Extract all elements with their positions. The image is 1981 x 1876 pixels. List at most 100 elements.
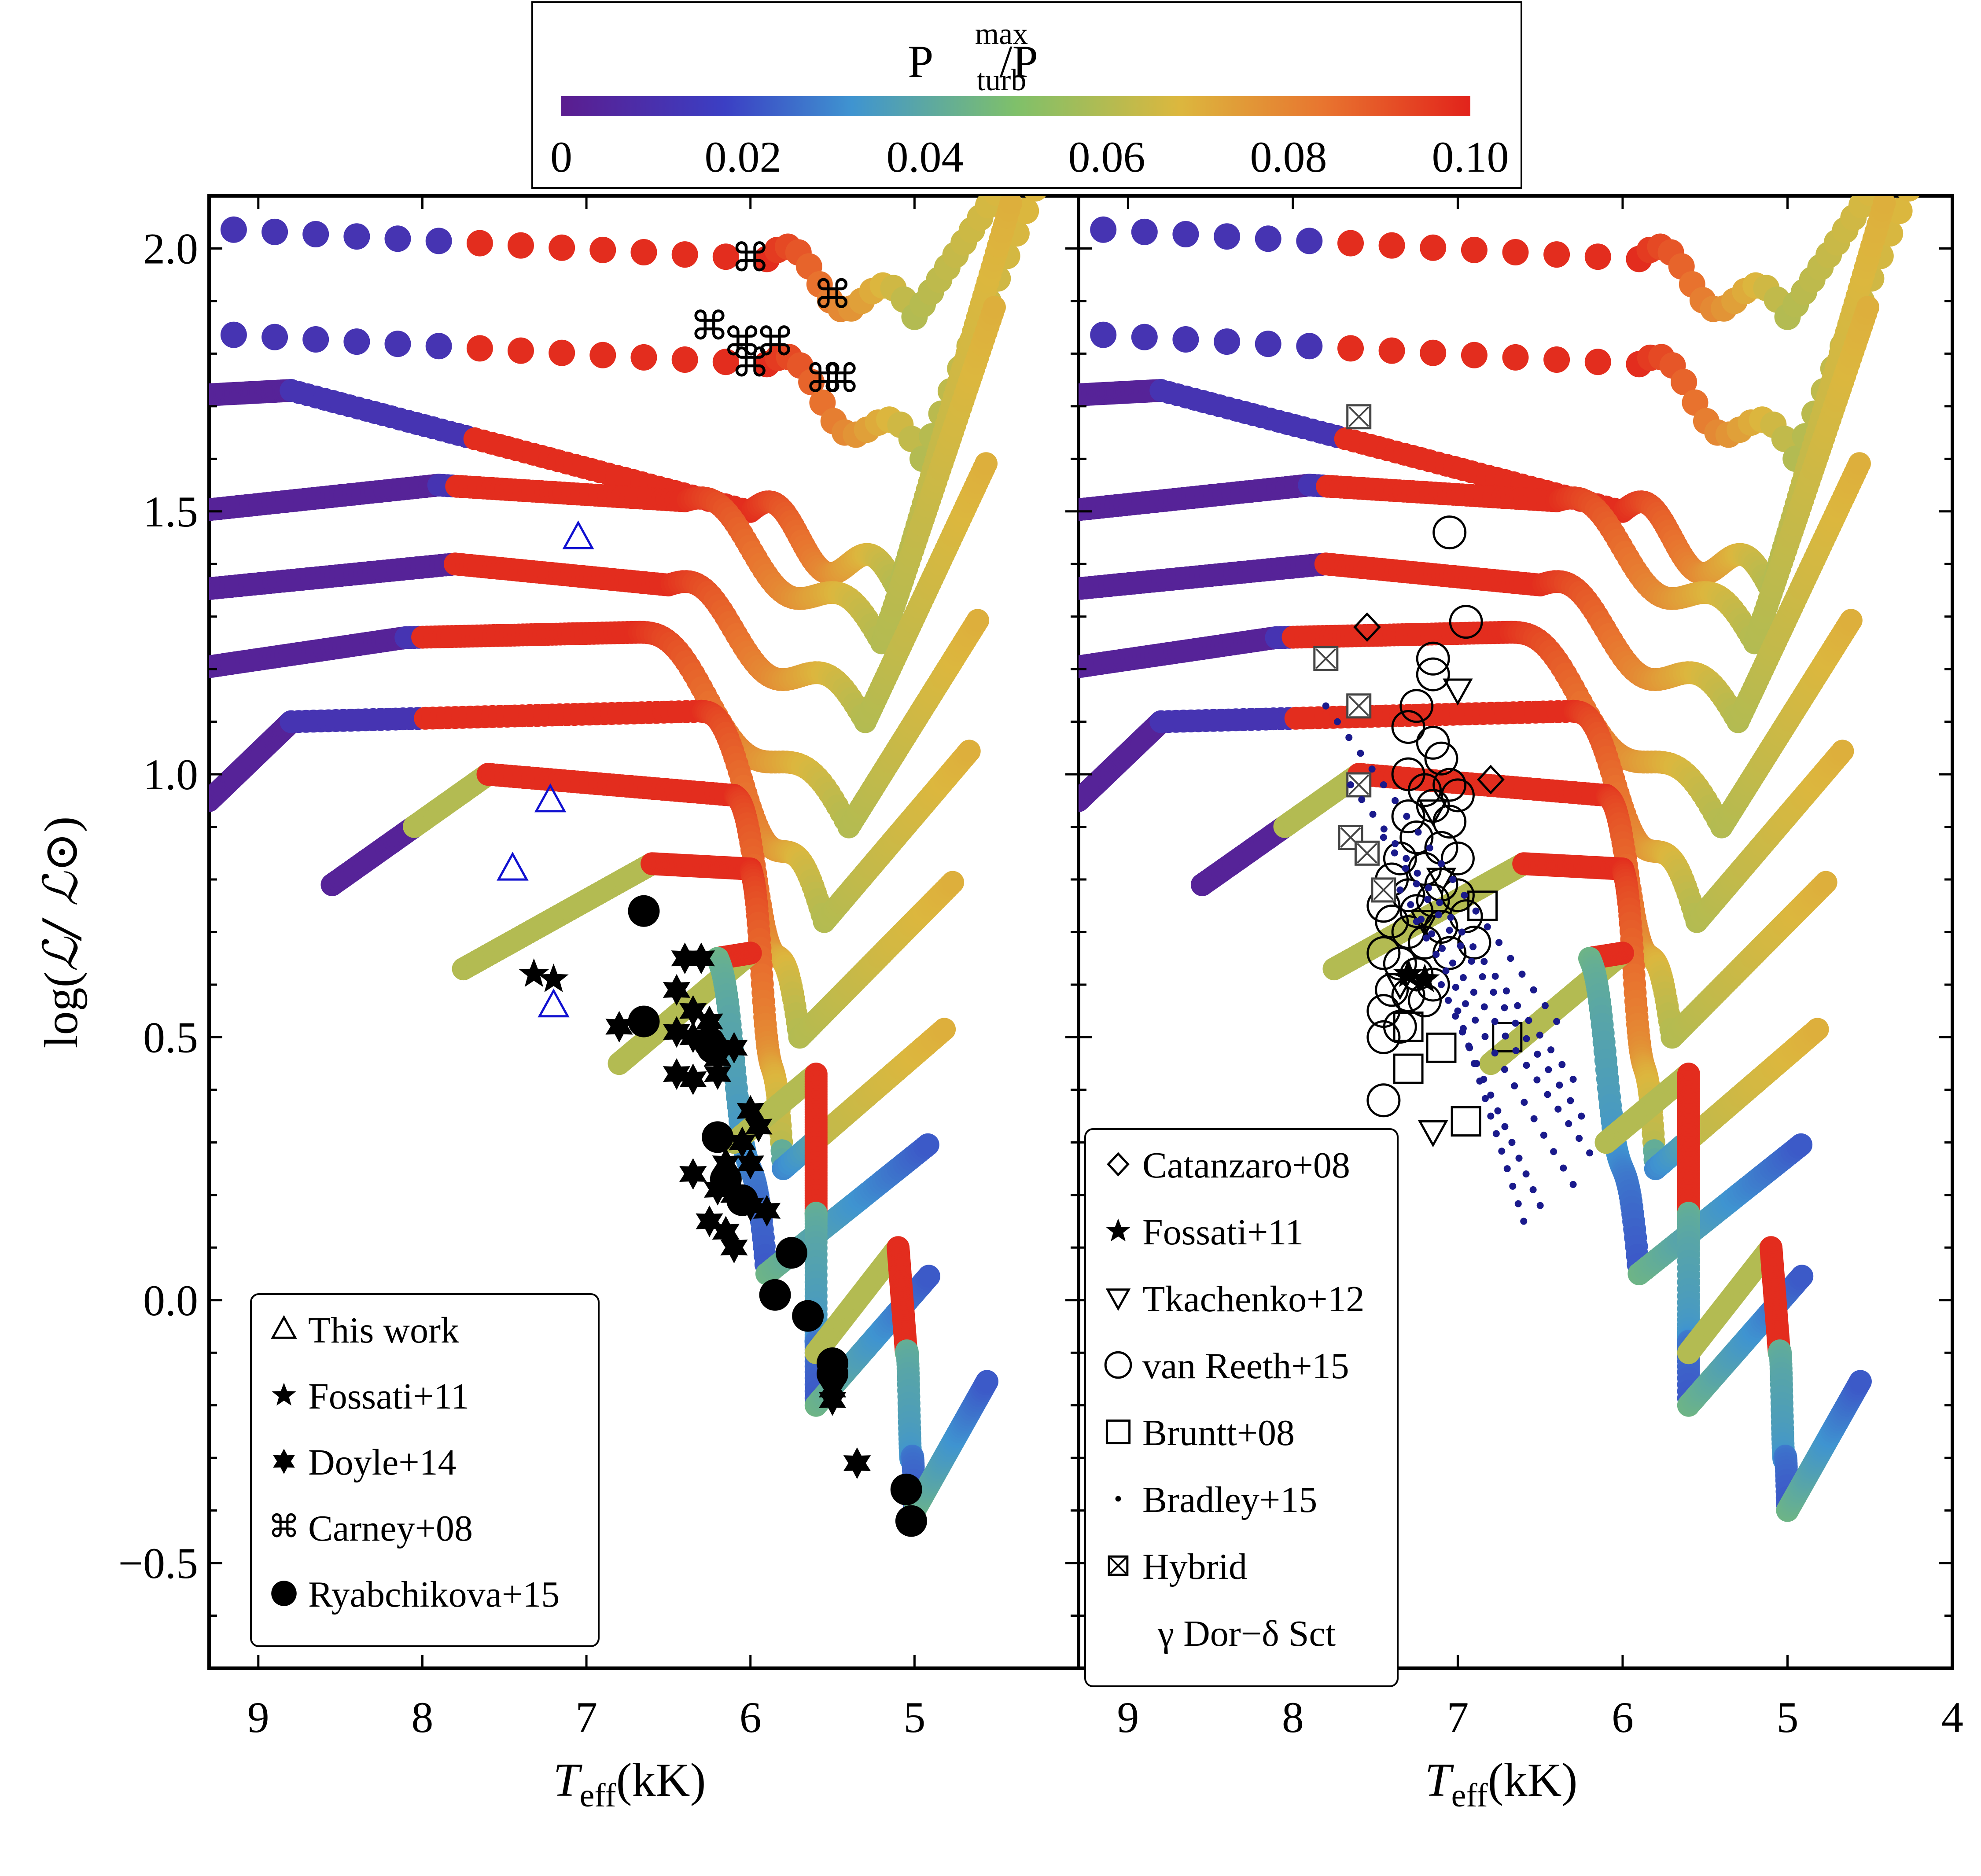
marker-dot	[1403, 813, 1410, 820]
marker-circle-open	[1383, 841, 1417, 875]
track-point	[180, 320, 206, 346]
track-point	[1049, 320, 1075, 346]
marker-dot	[1556, 1081, 1563, 1089]
track-point	[1049, 320, 1075, 346]
marker-square-x	[1346, 404, 1372, 430]
marker-dot	[1392, 840, 1399, 847]
track-point	[1049, 214, 1075, 241]
marker-dot	[1472, 1016, 1479, 1024]
track-point	[976, 1370, 998, 1393]
marker-dot	[1322, 702, 1329, 710]
marker-dot	[1523, 1062, 1530, 1069]
track-point	[1131, 218, 1158, 245]
track-point	[957, 739, 981, 763]
marker-dot	[1468, 957, 1475, 965]
track-point	[1053, 384, 1075, 407]
track-point	[1378, 232, 1405, 259]
track-point	[1049, 320, 1075, 346]
marker-dot	[1369, 810, 1377, 818]
marker-dot	[1550, 1148, 1558, 1155]
track-point	[1502, 239, 1529, 265]
track-point	[180, 320, 206, 346]
marker-dot	[1554, 1105, 1562, 1113]
marker-dot	[1396, 886, 1404, 894]
marker-circle-filled	[890, 1473, 922, 1505]
marker-dot	[1454, 1007, 1462, 1015]
colorbar-gradient	[561, 96, 1470, 116]
track-point	[466, 335, 493, 362]
series-fossati-11	[519, 958, 569, 993]
track-point	[185, 657, 208, 680]
track-point	[1378, 337, 1405, 364]
marker-cmd: ⌘	[731, 342, 770, 385]
track-point	[1214, 223, 1241, 250]
track-point	[589, 342, 616, 368]
track-point	[1049, 214, 1075, 241]
track-point	[1049, 320, 1075, 346]
track-point	[180, 320, 206, 346]
track-point	[180, 320, 206, 346]
track-point	[466, 230, 493, 257]
marker-square-open	[1393, 1053, 1424, 1084]
track-point	[180, 320, 206, 346]
track-point	[798, 369, 825, 395]
evolutionary-track	[209, 296, 1006, 655]
marker-dot	[1465, 1042, 1473, 1050]
marker-dot	[1407, 901, 1414, 909]
track-point	[1049, 214, 1075, 241]
colorbar-tick-label: 0.10	[1432, 132, 1509, 181]
marker-dot	[1525, 1017, 1532, 1024]
track-point	[1049, 320, 1075, 346]
track-point	[1882, 143, 1908, 169]
marker-dot	[1402, 864, 1409, 872]
marker-dot	[1502, 987, 1510, 995]
marker-dot	[1492, 1130, 1500, 1137]
colorbar-title-sup: max	[975, 17, 1028, 51]
marker-dot	[1512, 1047, 1520, 1054]
track-point	[1420, 339, 1447, 366]
track-point	[384, 225, 411, 252]
marker-dot	[1514, 1002, 1521, 1009]
x-tick-label: 5	[903, 1693, 925, 1742]
track-point	[1898, 196, 1920, 202]
track-point	[1090, 216, 1117, 243]
marker-dot	[1518, 971, 1526, 978]
x-tick-label: 8	[411, 1693, 433, 1742]
marker-dot	[1565, 1120, 1572, 1127]
marker-dot	[1435, 911, 1442, 919]
marker-circle-filled	[895, 1505, 927, 1537]
marker-dot	[1446, 927, 1453, 934]
colorbar-tick-label: 0	[550, 132, 572, 181]
track-point	[261, 324, 288, 350]
track-point	[183, 384, 206, 407]
track-point	[1296, 333, 1323, 360]
marker-dot	[1586, 1149, 1594, 1157]
marker-triangle-open	[562, 520, 594, 550]
colorbar-title: P/P	[908, 36, 1038, 87]
track-point	[1051, 658, 1074, 681]
track-point	[1461, 342, 1488, 368]
x-tick-label: 6	[740, 1693, 762, 1742]
track-point	[302, 326, 329, 353]
track-point	[1831, 739, 1854, 763]
track-point	[508, 232, 534, 259]
marker-dot	[1547, 1046, 1555, 1054]
track-point	[1054, 384, 1077, 407]
track-point	[186, 578, 209, 601]
marker-dot	[1357, 750, 1364, 757]
track-point	[1543, 241, 1570, 268]
marker-triangle-open	[538, 988, 570, 1018]
marker-dot	[1452, 983, 1459, 991]
colorbar-tick-label: 0.08	[1250, 132, 1327, 181]
marker-dot	[1484, 923, 1491, 931]
track-point	[1049, 320, 1075, 346]
marker-dot	[1358, 796, 1366, 803]
track-point	[181, 384, 204, 407]
marker-dot	[1476, 1077, 1484, 1085]
track-point	[181, 579, 204, 602]
track-point	[1090, 321, 1117, 348]
x-tick-label: 9	[247, 1693, 269, 1742]
marker-dot	[1576, 1135, 1583, 1142]
marker-dot	[1437, 860, 1445, 868]
evolutionary-track	[1079, 296, 1879, 655]
